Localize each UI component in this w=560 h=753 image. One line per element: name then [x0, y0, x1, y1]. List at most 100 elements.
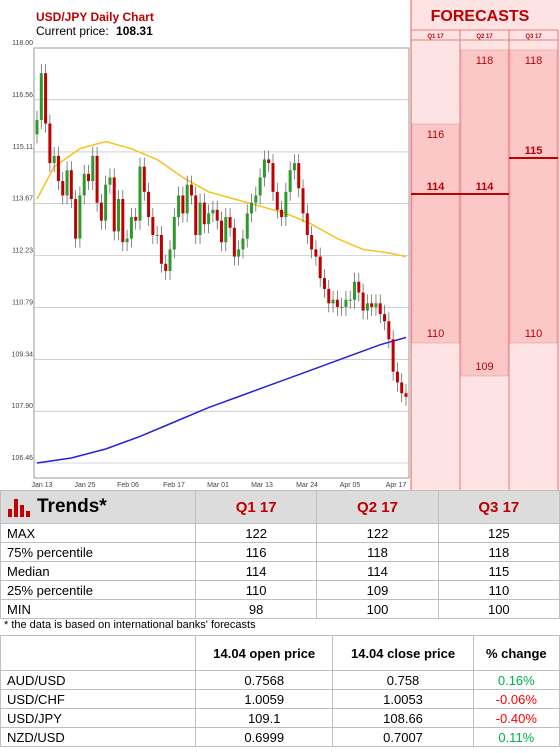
trends-row-label: 25% percentile	[0, 580, 196, 600]
candle-body	[61, 181, 65, 196]
trends-cell: 118	[437, 542, 560, 562]
y-tick-label: 118.00	[12, 40, 33, 47]
candle-body	[117, 199, 121, 232]
candle-body	[138, 166, 142, 221]
candle-body	[211, 209, 215, 214]
candle-body	[335, 299, 339, 307]
candle-body	[35, 119, 39, 135]
candle-body	[271, 163, 275, 192]
candle-body	[262, 159, 266, 178]
plot-border	[33, 47, 410, 479]
y-tick-label: 112.23	[12, 248, 33, 255]
y-tick-label: 109.34	[12, 351, 34, 358]
open-price: 0.7568	[194, 670, 334, 690]
candle-body	[340, 306, 344, 308]
current-price-label: Current price:	[36, 24, 109, 38]
close-price: 0.758	[332, 670, 474, 690]
exchange-corner	[0, 635, 196, 671]
close-price: 0.7007	[332, 727, 474, 747]
candle-body	[220, 220, 223, 243]
exchange-change-header: % change	[472, 635, 560, 671]
forecast-range-box	[411, 123, 460, 344]
candle-body	[215, 209, 219, 221]
candle-body	[331, 299, 335, 304]
x-tick-label: Feb 06	[117, 482, 139, 489]
pair-label: AUD/USD	[0, 670, 196, 690]
percent-change: -0.40%	[472, 708, 560, 728]
x-axis-ticks: Jan 13 Jan 25 Feb 06 Feb 17 Mar 01 Mar 13 Mar …	[31, 482, 406, 489]
forecast-range-box	[509, 49, 558, 344]
exchange-row-audusd: AUD/USD 0.7568 0.758 0.16%	[0, 670, 560, 690]
candle-body	[78, 195, 82, 239]
moving-average-line	[36, 140, 407, 258]
candle-body	[280, 209, 284, 218]
candle-body	[172, 217, 176, 250]
candle-body	[185, 184, 189, 214]
candle-body	[361, 292, 365, 311]
y-tick-label: 110.79	[12, 299, 33, 306]
trends-cell: 114	[316, 561, 439, 581]
forecast-p75-label: 116	[427, 129, 445, 141]
forecast-quarter-label: Q1 17	[427, 34, 444, 40]
percent-change: 0.16%	[472, 670, 560, 690]
candle-body	[284, 191, 288, 218]
candlesticks	[35, 64, 408, 406]
candle-body	[82, 173, 86, 196]
candle-body	[357, 281, 361, 293]
candle-body	[344, 299, 348, 307]
candle-body	[69, 170, 73, 200]
y-tick-label: 116.56	[12, 92, 33, 99]
close-price: 108.66	[332, 708, 474, 728]
candle-body	[194, 195, 198, 236]
candle-body	[241, 238, 245, 250]
exchange-row-usdjpy: USD/JPY 109.1 108.66 -0.40%	[0, 708, 560, 728]
candle-body	[189, 184, 193, 196]
candle-body	[365, 303, 369, 311]
candle-body	[301, 188, 305, 214]
pair-label: USD/JPY	[0, 708, 196, 728]
trends-q1-header: Q1 17	[194, 490, 318, 524]
footnote: * the data is based on international ban…	[4, 619, 256, 631]
forecast-median-label: 114	[427, 181, 446, 193]
trends-cell: 125	[437, 523, 560, 543]
open-price: 1.0059	[194, 689, 334, 709]
moving-average-lines	[36, 140, 407, 464]
trends-cell: 110	[437, 580, 560, 600]
candle-body	[44, 73, 48, 124]
candle-body	[74, 199, 78, 239]
candle-body	[112, 177, 116, 232]
x-tick-label: Jan 25	[74, 482, 95, 489]
trends-cell: 122	[316, 523, 439, 543]
candle-body	[318, 256, 322, 279]
x-tick-label: Mar 24	[296, 482, 318, 489]
candle-body	[292, 163, 296, 171]
forecast-p25-label: 109	[475, 361, 493, 373]
open-price: 109.1	[194, 708, 334, 728]
x-tick-label: Apr 05	[340, 482, 361, 489]
candle-body	[95, 155, 99, 203]
trends-row-p25: 25% percentile 110 109 110	[0, 580, 560, 600]
chart-title: USD/JPY Daily Chart	[36, 10, 154, 24]
candle-body	[224, 217, 228, 243]
candle-body	[108, 177, 112, 185]
exchange-row-nzdusd: NZD/USD 0.6999 0.7007 0.11%	[0, 727, 560, 747]
y-tick-label: 115.11	[13, 144, 33, 151]
candle-body	[202, 202, 206, 225]
x-tick-label: Apr 17	[386, 482, 407, 489]
candle-body	[310, 235, 314, 250]
trends-header: Trends* Q1 17 Q2 17 Q3 17	[0, 490, 560, 524]
moving-average-line	[36, 336, 407, 464]
candle-body	[48, 123, 52, 164]
candle-body	[395, 371, 399, 383]
trends-q2-header: Q2 17	[316, 490, 439, 524]
forecast-median-label: 114	[476, 181, 495, 193]
candle-body	[91, 155, 95, 182]
candle-body	[65, 170, 69, 196]
plot-grid	[34, 47, 409, 464]
candle-body	[198, 202, 202, 236]
candle-body	[374, 303, 378, 307]
trends-row-label: MAX	[0, 523, 196, 543]
candle-body	[177, 195, 181, 218]
candle-body	[391, 339, 395, 372]
candle-body	[159, 235, 163, 264]
